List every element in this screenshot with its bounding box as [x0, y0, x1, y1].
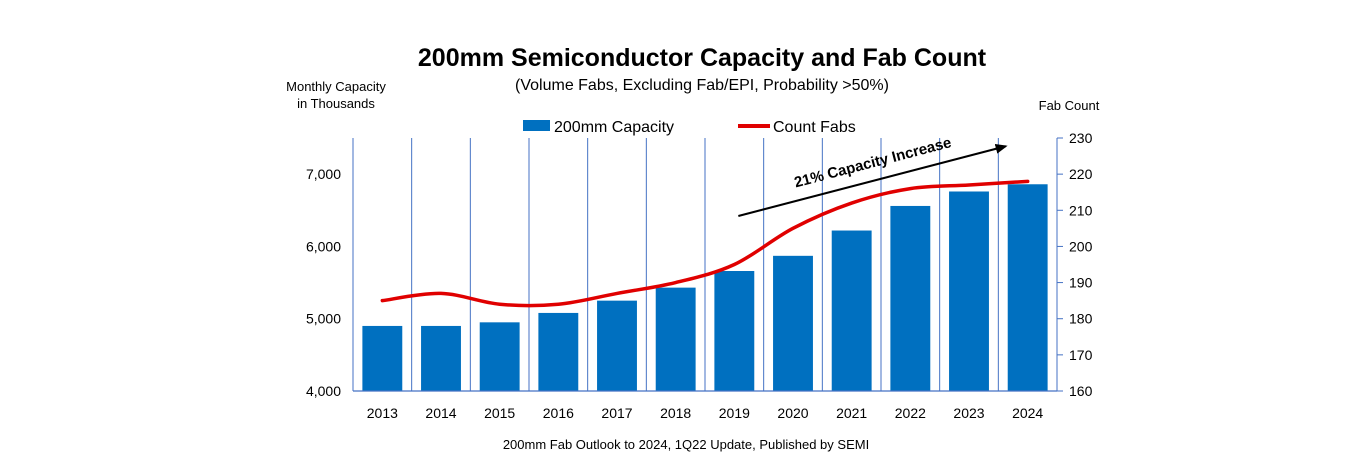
x-tick-label-2020: 2020 [777, 405, 808, 421]
x-tick-label-2021: 2021 [836, 405, 867, 421]
left-tick-label: 4,000 [306, 383, 341, 399]
left-tick-label: 5,000 [306, 311, 341, 327]
x-tick-label-2024: 2024 [1012, 405, 1043, 421]
right-tick-label: 200 [1069, 238, 1093, 254]
chart-subtitle: (Volume Fabs, Excluding Fab/EPI, Probabi… [515, 77, 889, 94]
capacity-increase-annotation: 21% Capacity Increase [792, 134, 953, 191]
right-tick-label: 170 [1069, 347, 1093, 363]
right-tick-label: 160 [1069, 383, 1093, 399]
right-tick-label: 230 [1069, 130, 1093, 146]
capacity-bar-2014 [421, 325, 461, 391]
capacity-bar-2021 [831, 230, 872, 391]
right-tick-label: 220 [1069, 166, 1093, 182]
source-note: 200mm Fab Outlook to 2024, 1Q22 Update, … [503, 437, 869, 452]
capacity-bar-2022 [890, 205, 931, 391]
vertical-gridlines [352, 138, 1058, 391]
right-tick-label: 190 [1069, 275, 1093, 291]
left-axis-title-line1: Monthly Capacity [286, 79, 386, 94]
capacity-bar-2020 [773, 255, 813, 391]
capacity-bar-2018 [655, 287, 696, 391]
capacity-bars [362, 184, 1048, 391]
capacity-bar-2019 [714, 271, 755, 391]
legend-label-capacity: 200mm Capacity [554, 119, 674, 136]
capacity-bar-2015 [479, 322, 520, 391]
left-tick-label: 6,000 [306, 238, 341, 254]
x-tick-label-2015: 2015 [484, 405, 515, 421]
right-tick-label: 180 [1069, 311, 1093, 327]
x-tick-label-2019: 2019 [719, 405, 750, 421]
chart-title: 200mm Semiconductor Capacity and Fab Cou… [418, 44, 987, 72]
left-axis-title-line2: in Thousands [297, 96, 375, 111]
x-tick-label-2018: 2018 [660, 405, 691, 421]
x-tick-label-2022: 2022 [895, 405, 926, 421]
x-tick-label-2023: 2023 [953, 405, 984, 421]
capacity-bar-2013 [362, 325, 403, 391]
x-tick-label-2017: 2017 [601, 405, 632, 421]
right-axis-title: Fab Count [1039, 98, 1100, 113]
capacity-increase-arrow [738, 143, 1008, 217]
left-axis-ticks: 4,000 5,000 6,000 7,000 [306, 166, 341, 399]
legend-label-fabs: Count Fabs [773, 119, 856, 136]
capacity-bar-2017 [597, 300, 637, 391]
capacity-bar-2016 [538, 312, 579, 391]
x-tick-label-2014: 2014 [425, 405, 456, 421]
x-tick-label-2013: 2013 [367, 405, 398, 421]
legend-swatch-capacity [523, 120, 550, 131]
legend: 200mm Capacity Count Fabs [523, 119, 856, 136]
count-fabs-line [380, 179, 1030, 308]
right-tick-label: 210 [1069, 202, 1093, 218]
left-tick-label: 7,000 [306, 166, 341, 182]
right-axis-ticks: 160 170 180 190 200 210 220 230 [1057, 130, 1093, 399]
x-tick-label-2016: 2016 [543, 405, 574, 421]
capacity-bar-2024 [1007, 184, 1048, 391]
capacity-bar-2023 [949, 191, 989, 391]
x-axis-ticks: 2013 2014 2015 2016 2017 2018 2019 2020 2021 2022… [367, 405, 1044, 421]
